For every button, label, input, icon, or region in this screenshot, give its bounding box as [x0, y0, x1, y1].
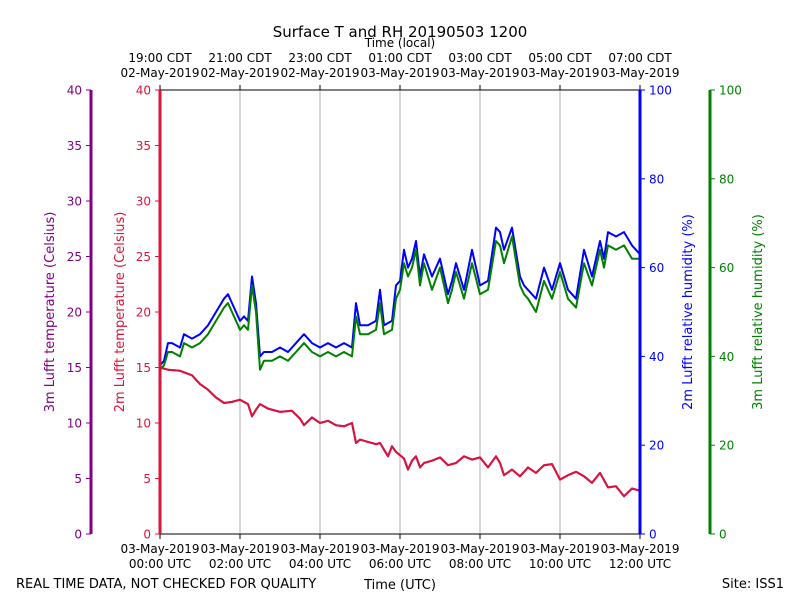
series-line-t2	[159, 366, 641, 498]
bottom-tick-label-date: 03-May-2019	[600, 542, 679, 556]
bottom-tick-label-date: 03-May-2019	[440, 542, 519, 556]
quality-disclaimer: REAL TIME DATA, NOT CHECKED FOR QUALITY	[16, 577, 316, 592]
y-tick-label-rh3: 80	[719, 172, 734, 186]
y-tick-label-rh3: 20	[719, 439, 734, 453]
y-tick-label-rh2: 60	[649, 261, 664, 275]
bottom-tick-label-time: 08:00 UTC	[449, 557, 511, 571]
bottom-tick-label-time: 06:00 UTC	[369, 557, 431, 571]
bottom-tick-label-date: 03-May-2019	[520, 542, 599, 556]
top-tick-label-time: 07:00 CDT	[608, 51, 672, 65]
y-tick-label-rh2: 40	[649, 350, 664, 364]
grid-lines	[239, 90, 561, 534]
bottom-tick-label-time: 04:00 UTC	[289, 557, 351, 571]
y-tick-label-rh2: 20	[649, 439, 664, 453]
bottom-tick-label-date: 03-May-2019	[280, 542, 359, 556]
y-tick-label-rh2: 80	[649, 172, 664, 186]
y-tick-label-t3: 0	[74, 528, 82, 542]
y-tick-label-rh3: 100	[719, 84, 742, 98]
top-tick-label-date: 03-May-2019	[360, 66, 439, 80]
site-label: Site: ISS1	[722, 577, 784, 592]
top-tick-label-date: 02-May-2019	[120, 66, 199, 80]
y-tick-label-t3: 10	[67, 417, 82, 431]
y-tick-label-t2: 0	[143, 528, 151, 542]
top-tick-label-date: 02-May-2019	[280, 66, 359, 80]
top-tick-label-time: 05:00 CDT	[528, 51, 592, 65]
y-tick-label-rh2: 0	[649, 528, 657, 542]
series-group	[159, 226, 641, 498]
chart-title: Surface T and RH 20190503 1200	[273, 23, 528, 41]
top-tick-label-date: 02-May-2019	[200, 66, 279, 80]
y-tick-label-t2: 15	[136, 361, 151, 375]
bottom-tick-label-date: 03-May-2019	[360, 542, 439, 556]
y-tick-label-rh3: 60	[719, 261, 734, 275]
x-axis-label: Time (UTC)	[363, 578, 436, 593]
y-tick-label-t2: 25	[136, 250, 151, 264]
bottom-tick-label-time: 00:00 UTC	[129, 557, 191, 571]
y-tick-label-t2: 40	[136, 84, 151, 98]
top-tick-label-time: 21:00 CDT	[208, 51, 272, 65]
y-axis-label-t3: 3m Lufft temperature (Celsius)	[43, 212, 58, 413]
bottom-tick-label-time: 12:00 UTC	[609, 557, 671, 571]
y-tick-label-t2: 5	[143, 472, 151, 486]
y-tick-label-t2: 35	[136, 139, 151, 153]
bottom-tick-label-time: 10:00 UTC	[529, 557, 591, 571]
top-tick-label-date: 03-May-2019	[440, 66, 519, 80]
top-tick-label-time: 03:00 CDT	[448, 51, 512, 65]
y-tick-label-t3: 25	[67, 250, 82, 264]
top-tick-label-date: 03-May-2019	[600, 66, 679, 80]
y-tick-label-t2: 10	[136, 417, 151, 431]
series-line-rh2	[159, 226, 641, 366]
y-tick-label-rh3: 40	[719, 350, 734, 364]
top-tick-label-time: 19:00 CDT	[128, 51, 192, 65]
y-tick-label-rh2: 100	[649, 84, 672, 98]
y-tick-label-t3: 40	[67, 84, 82, 98]
bottom-tick-label-date: 03-May-2019	[200, 542, 279, 556]
top-axis-title: Time (local)	[364, 36, 436, 50]
top-tick-label-time: 01:00 CDT	[368, 51, 432, 65]
y-tick-label-t3: 20	[67, 306, 82, 320]
y-axis-label-rh2: 2m Lufft relative humidity (%)	[681, 214, 696, 410]
bottom-tick-label-time: 02:00 UTC	[209, 557, 271, 571]
top-tick-label-date: 03-May-2019	[520, 66, 599, 80]
y-tick-label-t3: 30	[67, 195, 82, 209]
y-tick-label-rh3: 0	[719, 528, 727, 542]
y-tick-label-t2: 20	[136, 306, 151, 320]
bottom-tick-label-date: 03-May-2019	[120, 542, 199, 556]
y-tick-label-t3: 15	[67, 361, 82, 375]
y-axis-label-t2: 2m Lufft temperature (Celsius)	[113, 212, 128, 413]
y-tick-label-t3: 5	[74, 472, 82, 486]
y-tick-label-t2: 30	[136, 195, 151, 209]
y-axis-label-rh3: 3m Lufft relative humidity (%)	[751, 214, 766, 410]
series-line-rh3	[159, 235, 640, 371]
top-tick-label-time: 23:00 CDT	[288, 51, 352, 65]
y-tick-label-t3: 35	[67, 139, 82, 153]
